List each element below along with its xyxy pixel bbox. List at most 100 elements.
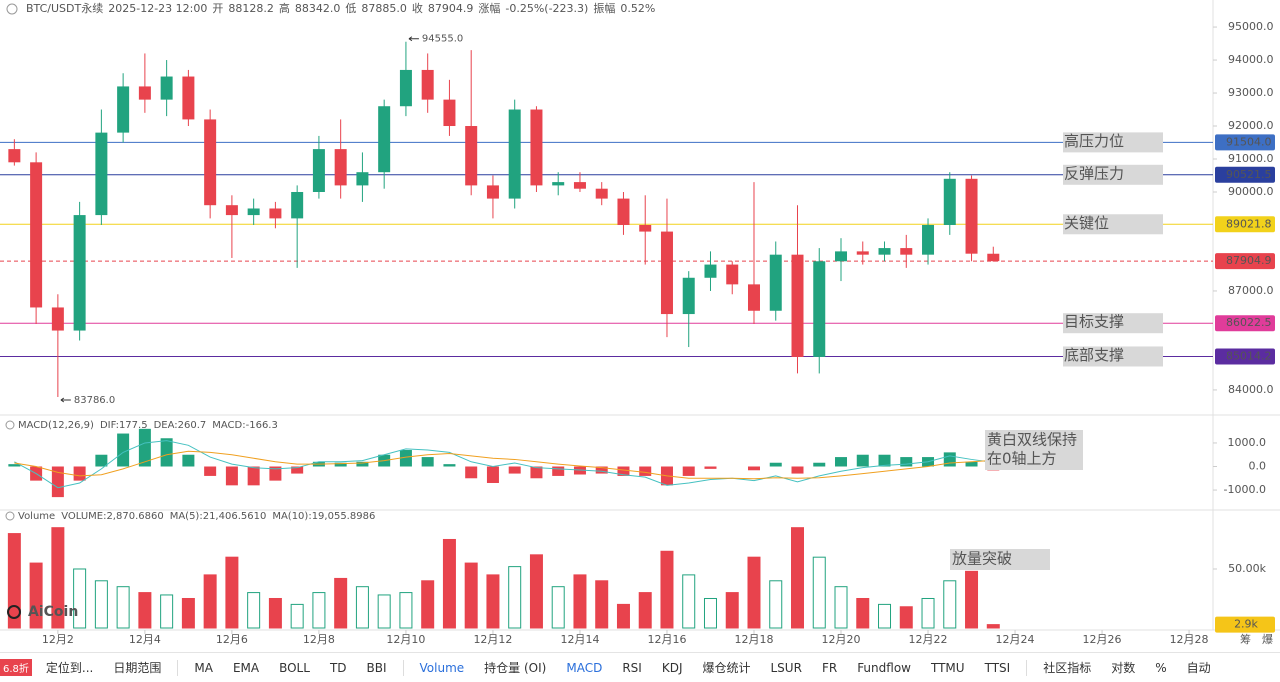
volume-bar [638,592,652,629]
candle-body [378,106,391,173]
volume-bar [899,606,913,629]
volume-tag [1215,616,1275,633]
level-label: 目标支撑 [1064,313,1124,331]
annotation-box [950,549,1050,570]
toolbar-item[interactable]: 定位到... [45,661,94,675]
toolbar-item[interactable]: 自动 [1186,661,1211,675]
candle-body [530,109,543,186]
y-tick-label: 93000.0 [1228,86,1274,99]
x-tick-label: 12月6 [216,633,248,646]
candle-body [726,264,739,285]
toolbar-item[interactable]: 爆仓统计 [702,661,751,675]
toolbar-item[interactable]: LSUR [770,660,802,675]
volume-bar [660,550,674,629]
header-text: 88128.2 [228,2,274,15]
candle-body [334,149,347,186]
toolbar-item[interactable]: RSI [622,660,642,675]
panel-label: Volume [18,511,55,522]
x-tick-label: 12月14 [560,633,599,646]
macd-bar [291,466,304,474]
toolbar-item[interactable]: MACD [566,660,603,675]
toolbar-item[interactable]: Volume [419,660,465,675]
toolbar-item[interactable]: Fundflow [857,660,911,675]
x-tick-label: 12月20 [822,633,861,646]
volume-bar [377,594,391,629]
macd-bar [399,450,412,467]
toolbar-item[interactable]: FR [821,660,838,675]
volume-bar [551,586,565,629]
candle-body [595,188,608,199]
volume-bar [421,580,435,629]
macd-bar [530,466,543,479]
candle-body [465,126,478,186]
macd-bar [943,452,956,467]
toolbar-item[interactable]: TTMU [930,660,965,675]
logo-mark [7,605,21,619]
x-tick-label: 12月18 [734,633,773,646]
y-tick-label: 1000.0 [1228,436,1267,449]
toolbar-item[interactable]: TTSI [984,660,1011,675]
price-tag [1215,315,1275,332]
volume-bar [399,592,413,629]
toolbar-item[interactable]: EMA [232,660,260,675]
toolbar-item[interactable]: 持仓量 (OI) [484,661,547,675]
macd-bar [356,461,369,467]
macd-bar [769,462,782,467]
header-text: 87885.0 [361,2,407,15]
candle-body [225,205,238,216]
volume-bar [203,574,217,629]
toolbar-item[interactable]: KDJ [661,660,683,675]
toolbar-item[interactable]: MA [194,660,213,675]
candle-body [8,149,21,163]
toolbar-item[interactable]: BBI [366,660,387,675]
separator [1026,659,1028,676]
price-tag-label: 90521.5 [1226,168,1272,181]
toolbar-item[interactable]: % [1155,660,1167,675]
macd-bar [508,466,521,474]
header-text: 低 [345,2,356,15]
toolbar: 6.8折 定位到... 日期范围 MA EMA BOLL TD BBI Volume 持仓量 (O… [0,652,1280,682]
toolbar-item[interactable]: 社区指标 [1043,661,1092,675]
y-tick-label: 94000.0 [1228,53,1274,66]
y-tick-label: 91000.0 [1228,152,1274,165]
macd-bar [965,461,978,467]
candle-body [682,277,695,315]
volume-bar [268,597,282,629]
candle-body [138,86,151,100]
level-label-box [1063,132,1163,153]
y-tick-label: -1000.0 [1224,483,1266,496]
volume-bar [508,566,522,629]
header-text: 振幅 [593,1,615,15]
price-tag-label: 87904.9 [1226,254,1272,267]
chart: BTC/USDT永续 2025-12-23 12:00 开 88128.2 高 88342… [0,0,1280,646]
macd-bar [704,466,717,469]
toolbar-item[interactable]: 6.8折 [0,659,32,676]
volume-bar [355,586,369,629]
macd-bar [747,466,760,471]
volume-bar [856,597,870,629]
x-tick-label: 12月22 [909,633,948,646]
annotation-arrow [60,397,71,403]
toolbar-item[interactable]: 日期范围 [113,661,162,675]
toolbar-item[interactable]: BOLL [279,660,310,675]
volume-bar [51,527,65,629]
toolbar-item[interactable]: 对数 [1111,661,1136,675]
panel-label: MACD:-166.3 [212,420,278,431]
annotation-arrow [408,36,419,42]
volume-bar [529,554,543,629]
macd-bar [486,466,499,483]
volume-bar [965,570,979,629]
level-label: 关键位 [1064,214,1109,232]
volume-bar [138,592,152,629]
header-icon [6,3,18,15]
toolbar-item[interactable]: TD [329,660,347,675]
macd-bar [138,428,151,467]
volume-bar [181,597,195,629]
macd-bar [878,454,891,467]
header-text: 收 [412,1,423,15]
volume-bar [986,624,1000,629]
candle-body [160,76,173,100]
x-tick-label: 12月12 [473,633,512,646]
candle-body [356,172,369,186]
volume-bar [703,597,717,629]
